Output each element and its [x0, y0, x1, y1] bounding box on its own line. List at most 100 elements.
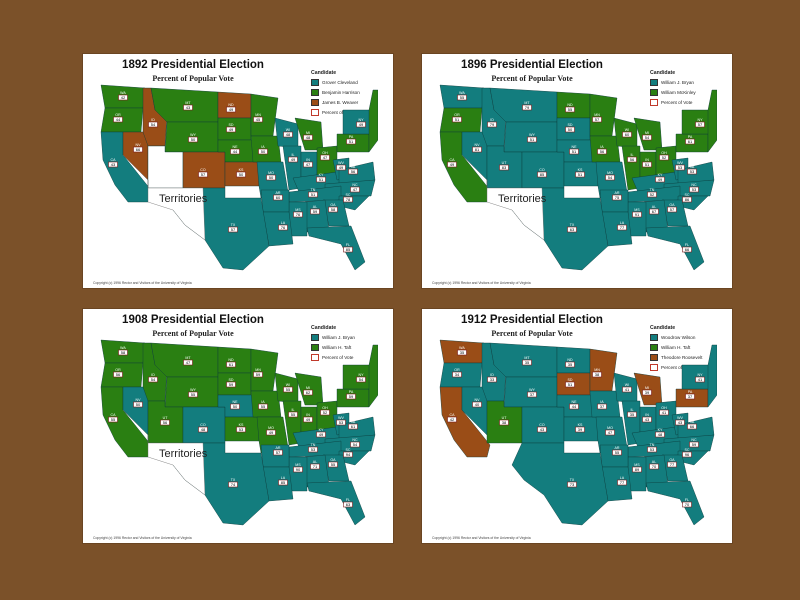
percent-value: 54	[151, 377, 156, 382]
legend-label: James B. Weaver	[322, 100, 359, 105]
state-abbrev: LA	[281, 476, 286, 480]
state-abbrev: KY	[319, 173, 324, 177]
state-abbrev: NE	[233, 400, 239, 404]
percent-value: 49	[359, 122, 364, 127]
percent-box	[622, 386, 632, 393]
percent-box	[283, 131, 293, 138]
state-abbrev: CA	[111, 158, 117, 162]
percent-box	[230, 403, 240, 410]
state-abbrev: IL	[292, 408, 295, 412]
state-abbrev: KY	[658, 173, 663, 177]
state-abbrev: NY	[359, 118, 365, 122]
percent-value: 55	[615, 450, 620, 455]
state-abbrev: IA	[600, 400, 604, 404]
state-abbrev: NV	[475, 398, 481, 402]
percent-value: 58	[121, 350, 126, 355]
percent-box-icon	[311, 109, 319, 116]
percent-value: 53	[339, 420, 344, 425]
state-abbrev: MN	[255, 113, 261, 117]
state-abbrev: VA	[690, 165, 695, 169]
percent-box	[687, 168, 697, 175]
state-fl	[306, 225, 366, 271]
percent-value: 45	[256, 117, 261, 122]
legend-title: Candidate	[311, 70, 337, 76]
percent-value: 54	[353, 442, 358, 447]
percent-value: 66	[685, 247, 690, 252]
percent-box	[108, 161, 118, 168]
state-abbrev: MN	[594, 368, 600, 372]
percent-box	[447, 416, 457, 423]
copyright-text: Copyright (c) 1996 Rector and Visitors o…	[93, 536, 192, 540]
state-abbrev: OH	[661, 151, 667, 155]
percent-box	[667, 206, 677, 213]
percent-value: 37	[688, 394, 693, 399]
percent-box	[343, 451, 353, 458]
percent-value: 59	[349, 394, 354, 399]
legend-label: Woodrow Wilson	[661, 335, 696, 340]
percent-box	[612, 449, 622, 456]
map-panel-1896: 1896 Presidential Election Percent of Pop…	[421, 53, 733, 289]
state-abbrev: MN	[594, 113, 600, 117]
percent-value: 49	[339, 165, 344, 170]
percent-box	[308, 191, 318, 198]
percent-value: 43	[645, 417, 650, 422]
percent-box	[118, 94, 128, 101]
state-abbrev: VA	[351, 165, 356, 169]
percent-value: 35	[460, 350, 465, 355]
percent-value: 94	[346, 452, 351, 457]
percent-box	[457, 349, 467, 356]
state-abbrev: KY	[658, 428, 663, 432]
percent-value: 63	[346, 502, 351, 507]
percent-value: 74	[231, 482, 236, 487]
state-abbrev: IN	[306, 413, 310, 417]
percent-value: 44	[572, 404, 577, 409]
percent-value: 56	[116, 372, 121, 377]
us-map: TerritoriesWA42OR44CA43NV66ID54MT43WY50C…	[100, 84, 378, 271]
state-abbrev: IN	[645, 158, 649, 162]
percent-value: 83	[502, 165, 507, 170]
map-title: 1912 Presidential Election	[461, 314, 603, 326]
percent-value: 48	[201, 427, 206, 432]
percent-box	[642, 161, 652, 168]
percent-box	[350, 186, 360, 193]
percent-box	[258, 403, 268, 410]
legend-swatch	[311, 79, 319, 86]
percent-value: 55	[568, 107, 573, 112]
legend: Candidate William J. Bryan William McKinle…	[650, 70, 732, 109]
percent-box	[537, 171, 547, 178]
percent-box	[452, 116, 462, 123]
state-abbrev: OH	[661, 406, 667, 410]
percent-box	[695, 376, 705, 383]
percent-box	[627, 411, 637, 418]
legend-swatch	[650, 89, 658, 96]
percent-value: 51	[568, 382, 573, 387]
state-abbrev: TN	[650, 443, 655, 447]
map-subtitle: Percent of Popular Vote	[152, 74, 234, 83]
state-abbrev: UT	[502, 161, 508, 165]
legend-item: William J. Bryan	[311, 334, 393, 341]
state-abbrev: TX	[570, 478, 575, 482]
state-abbrev: KS	[239, 423, 244, 427]
state-abbrev: MS	[295, 208, 301, 212]
percent-value: 50	[239, 172, 244, 177]
percent-box	[682, 246, 692, 253]
state-abbrev: OR	[454, 368, 460, 372]
legend-swatch	[311, 344, 319, 351]
state-abbrev: PA	[688, 135, 693, 139]
percent-box	[675, 164, 685, 171]
percent-box	[659, 409, 669, 416]
legend-label: William J. Bryan	[322, 335, 355, 340]
percent-value: 57	[231, 227, 236, 232]
legend-item: William J. Bryan	[650, 79, 732, 86]
percent-box	[320, 409, 330, 416]
percent-value: 59	[313, 209, 318, 214]
state-abbrev: MI	[306, 131, 310, 135]
state-fl	[645, 225, 705, 271]
state-abbrev: LA	[281, 221, 286, 225]
percent-box	[472, 146, 482, 153]
state-abbrev: IN	[645, 413, 649, 417]
percent-value: 39	[578, 427, 583, 432]
percent-box	[675, 419, 685, 426]
percent-box	[283, 386, 293, 393]
percent-box	[348, 168, 358, 175]
